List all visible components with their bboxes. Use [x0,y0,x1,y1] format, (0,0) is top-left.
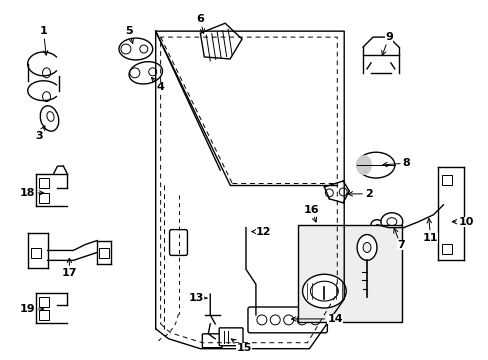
Ellipse shape [370,220,382,230]
Text: 15: 15 [231,339,251,353]
Ellipse shape [119,38,152,60]
Ellipse shape [362,243,370,252]
Bar [99,248,109,258]
Ellipse shape [355,155,371,175]
Ellipse shape [121,44,131,54]
Ellipse shape [386,218,396,226]
Bar [31,248,41,258]
Text: 11: 11 [422,219,437,243]
Text: 16: 16 [303,205,319,222]
Ellipse shape [310,281,338,301]
Ellipse shape [356,235,376,260]
Text: 9: 9 [381,32,392,55]
Text: 2: 2 [347,189,372,199]
Ellipse shape [47,112,54,121]
Ellipse shape [129,62,162,84]
Text: 14: 14 [291,314,343,324]
Ellipse shape [148,68,156,76]
Text: 13: 13 [188,293,206,303]
Bar [39,193,48,203]
Circle shape [283,315,293,325]
Text: 3: 3 [36,126,45,141]
Circle shape [297,315,306,325]
Polygon shape [200,23,242,59]
Circle shape [270,315,280,325]
Text: 6: 6 [196,14,204,33]
Bar [39,310,48,320]
Text: 7: 7 [393,228,404,251]
Text: 1: 1 [40,26,48,55]
Ellipse shape [325,189,333,197]
Text: 8: 8 [382,158,410,168]
Ellipse shape [140,45,147,53]
Bar [297,225,401,322]
Text: 19: 19 [20,304,43,314]
Circle shape [256,315,266,325]
Ellipse shape [339,188,346,196]
Ellipse shape [42,68,50,78]
Ellipse shape [42,92,50,102]
FancyBboxPatch shape [247,307,326,333]
Text: 17: 17 [61,258,77,278]
Ellipse shape [40,106,59,131]
Ellipse shape [380,213,402,231]
Circle shape [310,315,320,325]
Text: 18: 18 [20,188,43,198]
FancyBboxPatch shape [202,334,222,348]
Text: 4: 4 [151,77,164,92]
Bar [442,175,451,185]
Text: 12: 12 [251,226,271,237]
Bar [39,178,48,188]
FancyBboxPatch shape [169,230,187,255]
Bar [39,297,48,307]
Bar [442,244,451,255]
FancyBboxPatch shape [219,328,243,346]
Ellipse shape [302,274,346,308]
Text: 10: 10 [451,217,473,227]
Ellipse shape [130,68,140,78]
Text: 5: 5 [125,26,133,43]
Ellipse shape [356,152,394,178]
